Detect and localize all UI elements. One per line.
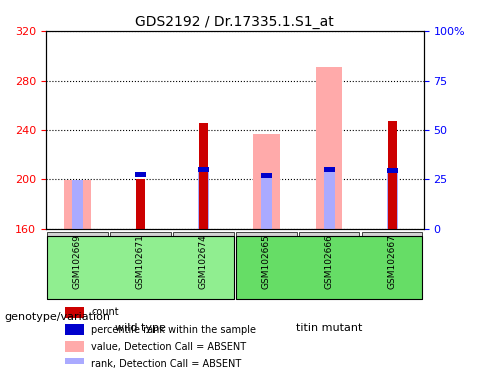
Bar <box>65 341 84 352</box>
Text: count: count <box>91 307 119 317</box>
Bar <box>198 172 209 228</box>
Bar <box>253 134 279 228</box>
Text: GSM102669: GSM102669 <box>73 234 82 289</box>
Text: GSM102665: GSM102665 <box>262 234 271 289</box>
Text: value, Detection Call = ABSENT: value, Detection Call = ABSENT <box>91 342 246 352</box>
Text: GSM102666: GSM102666 <box>325 234 334 289</box>
Text: GSM102667: GSM102667 <box>388 234 396 289</box>
FancyBboxPatch shape <box>110 232 170 299</box>
Text: rank, Detection Call = ABSENT: rank, Detection Call = ABSENT <box>91 359 241 369</box>
Bar <box>64 180 91 228</box>
FancyBboxPatch shape <box>47 232 108 299</box>
Bar <box>324 167 335 172</box>
FancyBboxPatch shape <box>236 232 297 299</box>
Bar <box>316 67 342 228</box>
Bar <box>135 172 146 177</box>
Bar <box>65 307 84 318</box>
Bar <box>388 121 396 228</box>
Bar <box>261 173 272 178</box>
Bar <box>198 167 209 172</box>
Title: GDS2192 / Dr.17335.1.S1_at: GDS2192 / Dr.17335.1.S1_at <box>135 15 334 29</box>
Bar <box>324 172 335 228</box>
FancyBboxPatch shape <box>362 232 422 299</box>
Bar <box>65 358 84 369</box>
Bar <box>261 178 272 228</box>
Text: GSM102674: GSM102674 <box>199 234 208 289</box>
Bar <box>199 122 208 228</box>
Text: GSM102671: GSM102671 <box>136 234 145 289</box>
Bar <box>65 324 84 335</box>
FancyBboxPatch shape <box>236 236 422 299</box>
Bar <box>136 179 145 228</box>
Bar <box>387 168 398 173</box>
FancyBboxPatch shape <box>47 236 234 299</box>
Text: genotype/variation: genotype/variation <box>5 312 111 322</box>
Text: titin mutant: titin mutant <box>296 323 362 333</box>
Text: wild type: wild type <box>115 323 166 333</box>
Bar <box>72 180 83 228</box>
FancyBboxPatch shape <box>173 232 234 299</box>
FancyBboxPatch shape <box>299 232 360 299</box>
Bar <box>387 173 398 228</box>
Text: percentile rank within the sample: percentile rank within the sample <box>91 324 256 334</box>
